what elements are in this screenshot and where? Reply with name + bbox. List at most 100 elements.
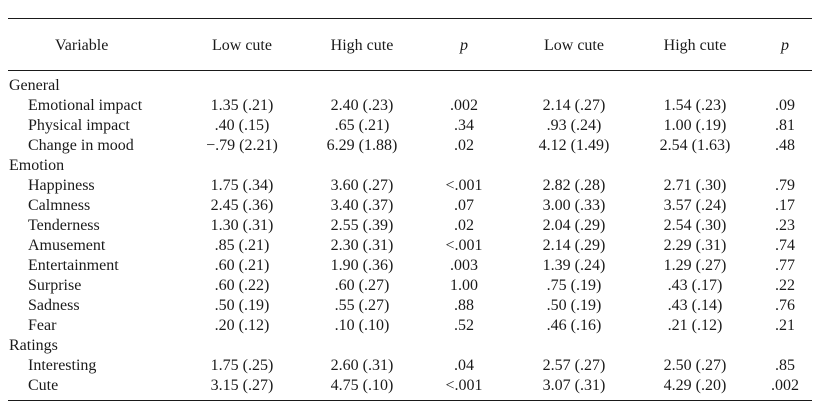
cell-high-cute-1: 3.40 (.37) [330,197,394,214]
table-row: Interesting 1.75 (.25) 2.60 (.31) .04 2.57 (… [0,356,820,376]
cell-p-2: .74 [775,237,795,254]
cell-low-cute-2: 2.04 (.29) [542,217,606,234]
row-label: Emotional impact [28,97,143,114]
cell-low-cute-2: .46 (.16) [546,317,602,334]
cell-low-cute-1: −.79 (2.21) [206,137,278,154]
table-bottom-rule [8,400,812,401]
cell-low-cute-2: 3.00 (.33) [542,197,606,214]
cell-high-cute-2: .21 (.12) [667,317,723,334]
header-p-2: p [781,37,789,54]
section-title: Ratings [9,337,58,354]
cell-low-cute-2: 2.14 (.29) [542,237,606,254]
cell-high-cute-1: 2.30 (.31) [330,237,394,254]
cell-p-1: <.001 [445,377,483,394]
cell-high-cute-2: 2.71 (.30) [663,177,727,194]
table-header-rule [8,70,812,71]
cell-p-2: .22 [775,277,795,294]
cell-high-cute-2: 1.54 (.23) [663,97,727,114]
cell-low-cute-1: .60 (.22) [214,277,270,294]
cell-low-cute-2: 3.07 (.31) [542,377,606,394]
cell-p-1: .88 [454,297,474,314]
table-row: Cute 3.15 (.27) 4.75 (.10) <.001 3.07 (.31) 4… [0,376,820,396]
section-title: General [9,77,60,94]
cell-p-1: .07 [454,197,474,214]
cell-p-2: .23 [775,217,795,234]
cell-low-cute-1: .20 (.12) [214,317,270,334]
row-label: Interesting [28,357,97,374]
cell-high-cute-1: 1.90 (.36) [330,257,394,274]
table-header-row: Variable Low cute High cute p Low cute H… [0,36,820,56]
cell-high-cute-1: .10 (.10) [334,317,390,334]
cell-low-cute-2: .93 (.24) [546,117,602,134]
cell-p-1: .002 [450,97,478,114]
cell-p-1: .02 [454,217,474,234]
section-title: Emotion [9,157,65,174]
cell-p-1: .34 [454,117,474,134]
cell-high-cute-2: 2.54 (1.63) [659,137,731,154]
cell-low-cute-2: 1.39 (.24) [542,257,606,274]
table-row: Happiness 1.75 (.34) 3.60 (.27) <.001 2.82 (… [0,176,820,196]
table-row: Sadness .50 (.19) .55 (.27) .88 .50 (.19) .43… [0,296,820,316]
cell-low-cute-1: 1.30 (.31) [210,217,274,234]
cell-low-cute-1: .60 (.21) [214,257,270,274]
cell-low-cute-1: 1.35 (.21) [210,97,274,114]
row-label: Sadness [28,297,80,314]
header-low-cute-2: Low cute [544,37,604,54]
cell-high-cute-1: 2.55 (.39) [330,217,394,234]
row-label: Cute [28,377,59,394]
cell-p-1: .52 [454,317,474,334]
cell-p-2: .81 [775,117,795,134]
table-row: Physical impact .40 (.15) .65 (.21) .34 .93 … [0,116,820,136]
cell-p-1: .02 [454,137,474,154]
cell-high-cute-2: 2.54 (.30) [663,217,727,234]
cell-low-cute-1: .40 (.15) [214,117,270,134]
section-row: General [0,76,820,96]
cell-p-1: .04 [454,357,474,374]
table-row: Amusement .85 (.21) 2.30 (.31) <.001 2.14 (.… [0,236,820,256]
cell-low-cute-2: .50 (.19) [546,297,602,314]
header-p-1: p [460,37,468,54]
cell-high-cute-1: 2.60 (.31) [330,357,394,374]
cell-p-2: .77 [775,257,795,274]
header-low-cute-1: Low cute [212,37,272,54]
cell-p-1: <.001 [445,177,483,194]
cell-p-2: .002 [771,377,799,394]
row-label: Physical impact [28,117,130,134]
row-label: Amusement [28,237,106,254]
cell-high-cute-1: 2.40 (.23) [330,97,394,114]
row-label: Tenderness [28,217,100,234]
cell-high-cute-1: .60 (.27) [334,277,390,294]
cell-high-cute-2: .43 (.17) [667,277,723,294]
row-label: Change in mood [28,137,134,154]
cell-high-cute-2: 1.00 (.19) [663,117,727,134]
row-label: Surprise [28,277,82,294]
cell-p-1: <.001 [445,237,483,254]
table-row: Entertainment .60 (.21) 1.90 (.36) .003 1.39… [0,256,820,276]
cell-p-2: .09 [775,97,795,114]
cell-high-cute-1: 3.60 (.27) [330,177,394,194]
cell-low-cute-1: 1.75 (.25) [210,357,274,374]
row-label: Calmness [28,197,91,214]
section-row: Emotion [0,156,820,176]
cell-low-cute-1: .50 (.19) [214,297,270,314]
cell-high-cute-1: .55 (.27) [334,297,390,314]
cell-low-cute-2: 2.14 (.27) [542,97,606,114]
cell-low-cute-2: 2.57 (.27) [542,357,606,374]
section-row: Ratings [0,336,820,356]
cell-low-cute-1: .85 (.21) [214,237,270,254]
cell-high-cute-2: 1.29 (.27) [663,257,727,274]
cell-p-2: .48 [775,137,795,154]
header-high-cute-2: High cute [663,37,727,54]
cell-low-cute-2: 4.12 (1.49) [538,137,610,154]
cell-p-2: .79 [775,177,795,194]
table-row: Change in mood −.79 (2.21) 6.29 (1.88) .02 4… [0,136,820,156]
table-row: Emotional impact 1.35 (.21) 2.40 (.23) .002… [0,96,820,116]
cell-high-cute-2: 2.50 (.27) [663,357,727,374]
header-high-cute-1: High cute [330,37,394,54]
cell-high-cute-2: 4.29 (.20) [663,377,727,394]
cell-p-1: .003 [450,257,478,274]
cell-p-2: .85 [775,357,795,374]
cell-high-cute-1: .65 (.21) [334,117,390,134]
cell-high-cute-1: 4.75 (.10) [330,377,394,394]
cell-p-2: .76 [775,297,795,314]
